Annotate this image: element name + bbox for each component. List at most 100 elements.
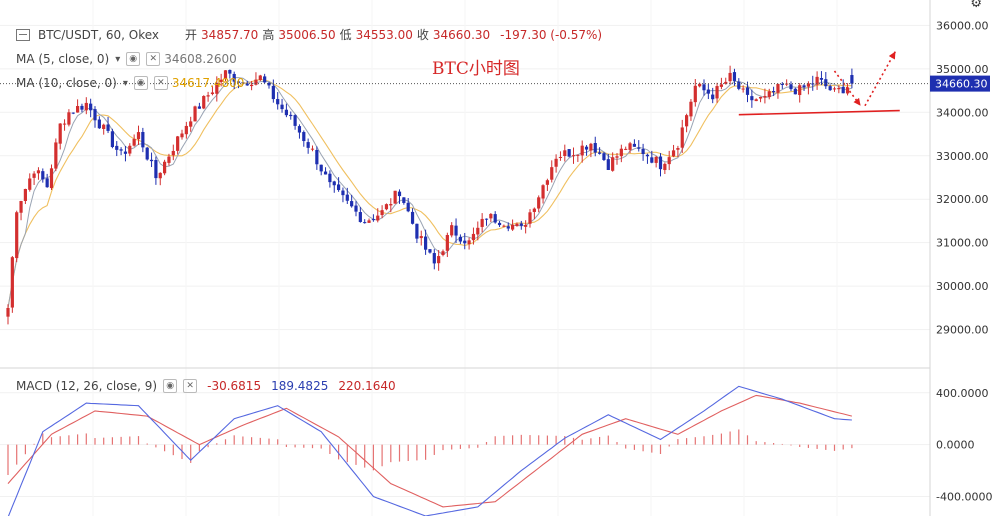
candle: [732, 68, 737, 86]
candle-body: [345, 194, 349, 201]
candle: [811, 75, 815, 91]
candle-body: [132, 138, 136, 146]
candle: [619, 144, 623, 163]
candle-body: [502, 225, 506, 227]
candle: [45, 173, 49, 188]
settings-icon[interactable]: ⚙: [970, 0, 982, 11]
candle-body: [197, 106, 201, 109]
candle: [750, 89, 754, 108]
candle: [437, 250, 441, 271]
candle-body: [698, 83, 702, 87]
candle: [376, 208, 380, 223]
candle-body: [176, 136, 180, 151]
candle-body: [128, 145, 132, 154]
close-icon[interactable]: ✕: [183, 379, 198, 393]
candle: [180, 129, 184, 140]
candle: [354, 201, 358, 217]
symbol-name: BTC/USDT, 60, Okex: [38, 27, 160, 42]
candle-body: [184, 125, 188, 135]
candle: [289, 111, 293, 120]
candle: [145, 146, 149, 161]
candle: [515, 222, 519, 227]
close-icon[interactable]: ✕: [146, 52, 161, 66]
candle-body: [437, 256, 441, 264]
candle-body: [493, 214, 497, 223]
candle: [589, 142, 593, 158]
price-tick-label: 33000.00: [936, 150, 989, 163]
ma5-value: 34608.2600: [164, 52, 237, 66]
current-price-tag: 34660.30: [0, 75, 990, 92]
candle: [23, 188, 27, 205]
ma5-path: [7, 77, 853, 309]
candle-body: [302, 132, 306, 142]
candle-body: [97, 119, 101, 129]
candle: [241, 82, 245, 85]
candle-body: [6, 307, 10, 317]
candle-body: [628, 143, 632, 150]
candle: [432, 249, 436, 270]
candle-body: [702, 84, 706, 91]
candle: [576, 154, 580, 162]
candle-body: [506, 226, 510, 229]
eye-icon[interactable]: ◉: [133, 76, 148, 90]
candle-body: [119, 149, 123, 151]
candle: [554, 154, 558, 173]
candle-body: [380, 210, 384, 216]
candle-body: [89, 103, 93, 111]
candle-body: [19, 201, 23, 213]
candle-body: [49, 168, 54, 189]
candle: [615, 152, 619, 165]
price-tick-label: 29000.00: [936, 324, 989, 337]
candle-body: [424, 236, 428, 250]
candle-body: [567, 149, 571, 157]
eye-icon[interactable]: ◉: [163, 379, 178, 393]
candle-body: [154, 160, 158, 179]
candle: [415, 223, 419, 244]
candle: [519, 220, 523, 230]
candle-body: [419, 236, 423, 239]
candle-body: [598, 152, 602, 154]
candle-body: [550, 167, 554, 180]
candle-body: [406, 202, 410, 212]
candle-body: [284, 109, 288, 116]
chevron-down-icon[interactable]: ▾: [115, 53, 121, 65]
candle: [315, 146, 319, 170]
candle-body: [832, 88, 837, 90]
candle-body: [615, 156, 619, 158]
candle: [371, 214, 375, 222]
candle: [563, 144, 567, 162]
candle-body: [180, 133, 184, 138]
change-value: -197.30 (-0.57%): [500, 27, 603, 42]
candle: [580, 140, 584, 163]
candle-body: [584, 146, 589, 150]
candle: [480, 213, 484, 233]
candle-body: [828, 86, 832, 91]
candle: [197, 102, 201, 109]
candle: [67, 109, 71, 127]
current-price-box: [930, 75, 990, 92]
candle-body: [267, 82, 271, 86]
candle: [645, 153, 650, 164]
candle-body: [115, 145, 119, 150]
candle: [232, 71, 236, 90]
candle-body: [763, 96, 767, 98]
candle-body: [76, 106, 80, 113]
candle-body: [789, 84, 793, 90]
candle-body: [254, 79, 258, 85]
candle-body: [337, 184, 341, 191]
candle-body: [541, 185, 545, 199]
candle: [772, 86, 776, 97]
candle: [558, 151, 563, 161]
eye-icon[interactable]: ◉: [126, 52, 141, 66]
candle: [741, 85, 745, 93]
candle-body: [123, 151, 128, 154]
candle: [654, 155, 658, 168]
candle: [841, 79, 845, 94]
candle-body: [806, 83, 810, 87]
close-icon[interactable]: ✕: [153, 76, 168, 90]
ma5-label: MA (5, close, 0): [16, 52, 110, 66]
candle-body: [663, 163, 667, 171]
chevron-down-icon[interactable]: ▾: [122, 77, 128, 89]
candle: [297, 124, 302, 139]
